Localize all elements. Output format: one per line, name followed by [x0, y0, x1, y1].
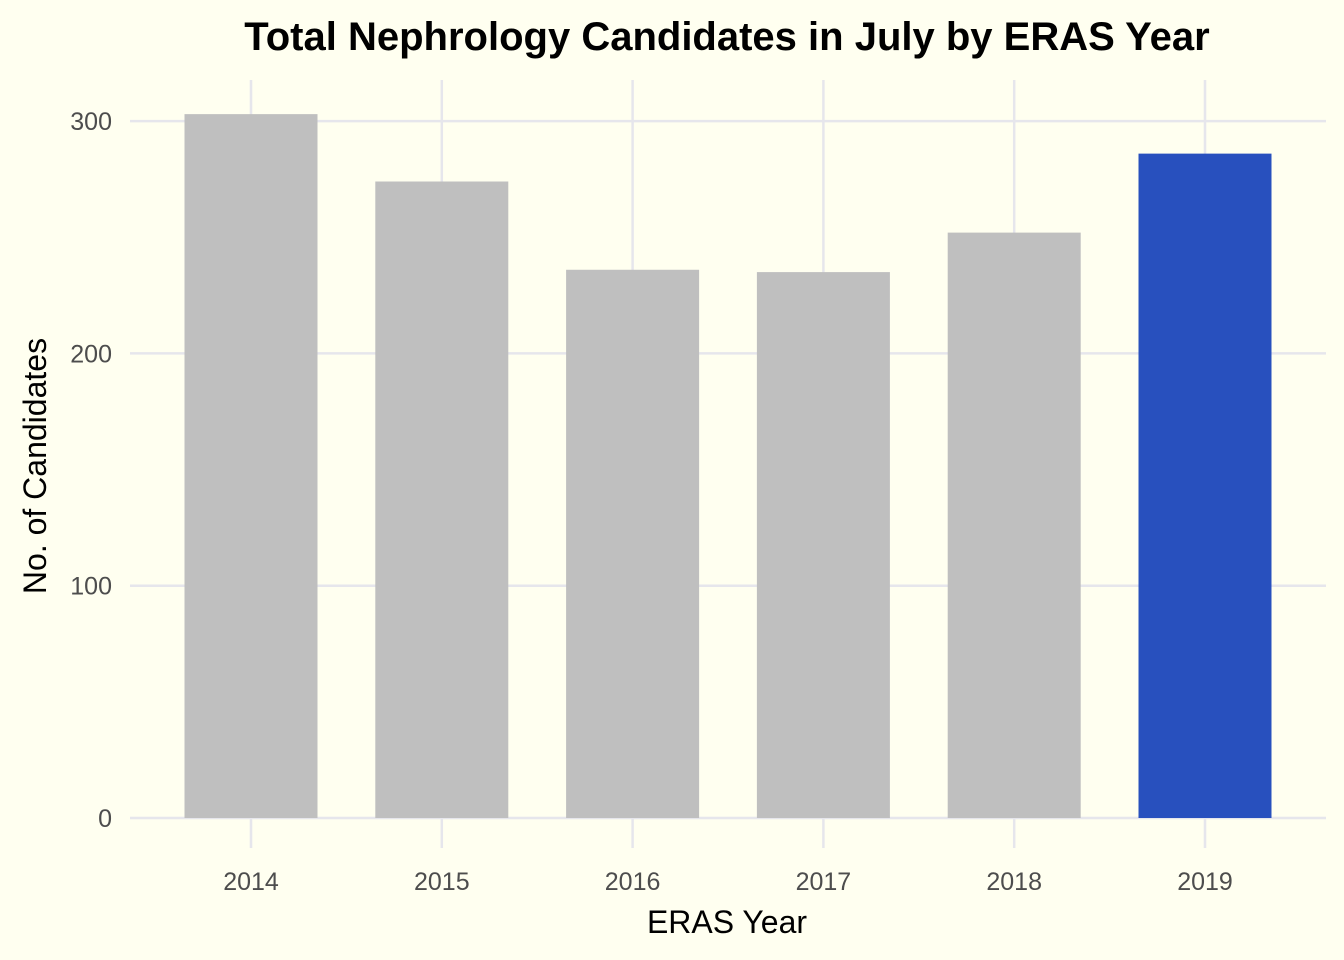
bar-2018 — [947, 232, 1081, 818]
x-axis-title: ERAS Year — [647, 904, 807, 940]
bars — [184, 114, 1272, 819]
y-gridlines — [130, 119, 1326, 820]
bar-2014 — [184, 114, 318, 819]
y-tick-label: 300 — [70, 108, 112, 136]
x-tick-label-2014: 2014 — [223, 868, 279, 896]
x-tick-label-2016: 2016 — [605, 868, 661, 896]
y-tick-label: 100 — [70, 573, 112, 601]
x-tick-label-2019: 2019 — [1177, 868, 1233, 896]
bar-2019 — [1138, 153, 1272, 818]
bar-2015 — [375, 181, 509, 819]
y-tick-label: 0 — [98, 805, 112, 833]
x-tick-label-2015: 2015 — [414, 868, 470, 896]
y-tick-label: 200 — [70, 340, 112, 368]
chart-title: Total Nephrology Candidates in July by E… — [244, 15, 1209, 59]
y-tick-labels: 0 100 200 300 — [70, 108, 112, 833]
bar-2017 — [756, 272, 890, 819]
y-axis-title: No. of Candidates — [17, 338, 53, 594]
x-tick-label-2017: 2017 — [796, 868, 852, 896]
bar-2016 — [566, 269, 700, 819]
x-tick-label-2018: 2018 — [986, 868, 1042, 896]
x-tick-labels: 2014 2015 2016 2017 2018 2019 — [223, 868, 1233, 896]
